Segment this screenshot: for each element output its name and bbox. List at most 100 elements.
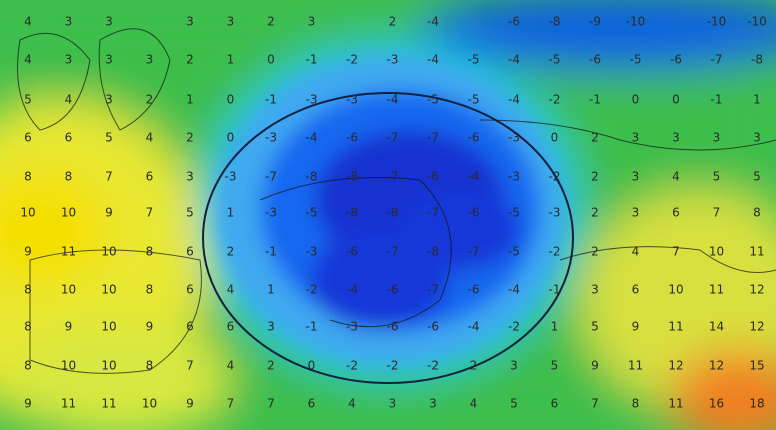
temperature-label: 8 [146,359,154,373]
temperature-label: 4 [348,397,356,411]
temperature-label: 2 [591,131,599,145]
temperature-label: 10 [61,359,76,373]
temperature-label: 8 [65,170,73,184]
temperature-label: -6 [427,320,439,334]
temperature-label: 10 [668,283,683,297]
temperature-label: 9 [65,320,73,334]
temperature-label: 3 [672,131,680,145]
temperature-label: 8 [24,320,32,334]
temperature-label: 10 [20,206,35,220]
temperature-label: 5 [24,93,32,107]
temperature-label: 6 [65,131,73,145]
value-labels: 4 3 3 3 3 2 3 2 -4 -6 -8 -9 -10 -10 -104 3 3 3 2 1 0 -1 -2 -3 -4… [20,15,766,411]
temperature-label: 10 [101,359,116,373]
temperature-label: 6 [24,131,32,145]
temperature-label: 4 [672,170,680,184]
temperature-label: 4 [146,131,154,145]
temperature-label: 6 [308,397,316,411]
temperature-label: 10 [142,397,157,411]
temperature-label: 3 [713,131,721,145]
temperature-label: 5 [105,131,113,145]
temperature-label: 8 [24,283,32,297]
temperature-label: 4 [227,283,235,297]
temperature-label: 5 [591,320,599,334]
temperature-label: 3 [186,15,194,29]
temperature-label: 4 [227,359,235,373]
temperature-label: 1 [186,93,194,107]
temperature-label: 12 [709,359,724,373]
temperature-label: 10 [61,283,76,297]
temperature-label: 0 [672,93,680,107]
isotherm [202,92,574,384]
temperature-label: -10 [747,15,767,29]
temperature-label: 3 [753,131,761,145]
temperature-label: 11 [668,320,683,334]
temperature-label: 3 [65,53,73,67]
temperature-label: 3 [632,131,640,145]
temperature-label: 3 [146,53,154,67]
cold-core [215,55,565,365]
temperature-label: 3 [632,206,640,220]
temperature-label: -3 [508,170,520,184]
temperature-label: -1 [589,93,601,107]
temperature-label: 11 [628,359,643,373]
temperature-label: -2 [508,320,520,334]
temperature-label: 4 [632,245,640,259]
temperature-label: 5 [186,206,194,220]
temperature-label: 2 [389,15,397,29]
temperature-label: 2 [186,53,194,67]
temperature-label: 1 [267,283,275,297]
temperature-label: 8 [632,397,640,411]
temperature-label: 7 [713,206,721,220]
temperature-label: 3 [227,15,235,29]
temperature-label: 8 [146,245,154,259]
temperature-label: -4 [346,283,358,297]
temperature-label: 3 [389,397,397,411]
temperature-label: 10 [101,245,116,259]
temperature-label: 5 [713,170,721,184]
temperature-label: -10 [707,15,727,29]
temperature-label: -4 [508,93,520,107]
temperature-label: -7 [387,245,399,259]
temperature-label: -5 [630,53,642,67]
temperature-label: -7 [387,131,399,145]
temperature-label: 3 [267,320,275,334]
temperature-label: -7 [427,206,439,220]
temperature-label: -1 [306,320,318,334]
temperature-label: 18 [749,397,764,411]
temperature-label: 2 [146,93,154,107]
temperature-label: -5 [306,206,318,220]
temperature-label: -9 [589,15,601,29]
temperature-label: 0 [267,53,275,67]
temperature-label: 11 [61,245,76,259]
temperature-label: 6 [146,170,154,184]
temperature-label: 12 [749,320,764,334]
temperature-label: 12 [749,283,764,297]
temperature-label: 8 [24,170,32,184]
temperature-label: 3 [105,53,113,67]
temperature-label: -5 [549,53,561,67]
temperature-label: -4 [427,53,439,67]
temperature-label: -8 [346,206,358,220]
temperature-label: 3 [65,15,73,29]
temperature-label: 7 [186,359,194,373]
temperature-label: 7 [227,397,235,411]
temperature-label: -8 [306,170,318,184]
temperature-label: -2 [387,359,399,373]
temperature-label: 4 [24,15,32,29]
temperature-label: 0 [227,93,235,107]
temperature-label: 11 [749,245,764,259]
temperature-label: 5 [510,397,518,411]
temperature-label: -4 [306,131,318,145]
temperature-label: -2 [346,359,358,373]
temperature-label: 3 [591,283,599,297]
temperature-label: -8 [427,245,439,259]
temperature-label: 6 [672,206,680,220]
temperature-label: 5 [551,359,559,373]
temperature-label: 15 [749,359,764,373]
temperature-label: -6 [346,245,358,259]
temperature-label: -6 [468,283,480,297]
temperature-label: 8 [753,206,761,220]
temperature-label: -1 [306,53,318,67]
